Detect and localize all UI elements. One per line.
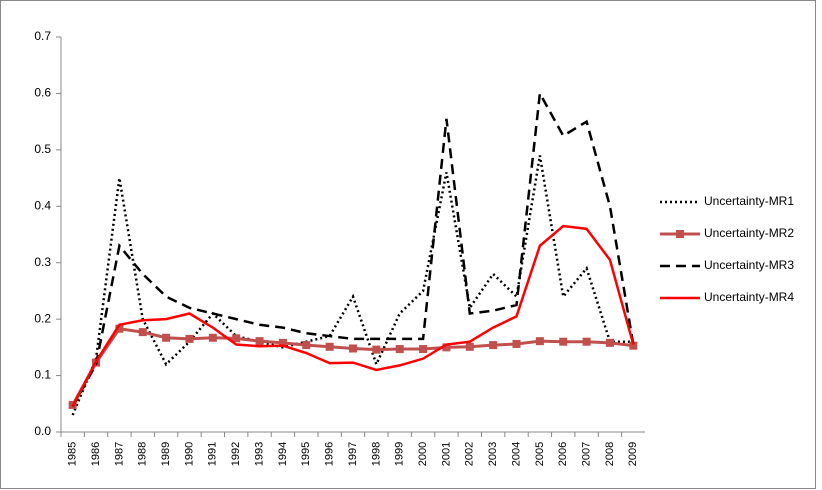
x-tick-label: 2005 <box>534 442 546 466</box>
marker <box>605 338 614 347</box>
marker <box>302 341 311 350</box>
x-tick-label: 2004 <box>510 442 522 466</box>
marker <box>278 338 287 347</box>
marker <box>535 337 544 346</box>
y-tick-label: 0.7 <box>34 29 51 43</box>
x-tick-label: 2006 <box>557 442 569 466</box>
x-tick-label: 1998 <box>370 442 382 466</box>
x-tick-label: 1994 <box>277 442 289 466</box>
legend-label: Uncertainty-MR4 <box>704 290 794 304</box>
x-tick-label: 2008 <box>604 442 616 466</box>
legend-label: Uncertainty-MR1 <box>704 194 794 208</box>
x-tick-label: 1993 <box>253 442 265 466</box>
y-tick-label: 0.1 <box>34 368 51 382</box>
x-tick-label: 1995 <box>300 442 312 466</box>
legend-label: Uncertainty-MR3 <box>704 258 794 272</box>
series-line <box>71 155 634 416</box>
marker <box>629 341 638 350</box>
marker <box>162 333 171 342</box>
y-tick-label: 0.4 <box>34 198 51 212</box>
x-tick-label: 2009 <box>627 442 639 466</box>
y-tick-label: 0.2 <box>34 311 51 325</box>
marker <box>489 341 498 350</box>
x-tick-label: 1985 <box>67 442 79 466</box>
marker <box>325 342 334 351</box>
marker <box>512 339 521 348</box>
marker <box>442 343 451 352</box>
x-tick-label: 2007 <box>581 442 593 466</box>
marker <box>115 324 124 333</box>
marker <box>138 328 147 337</box>
x-tick-label: 2003 <box>487 442 499 466</box>
y-tick-label: 0.0 <box>34 424 51 438</box>
series-line <box>71 224 635 408</box>
marker <box>349 344 357 353</box>
legend-marker <box>676 230 684 238</box>
x-tick-label: 1989 <box>160 442 172 466</box>
marker <box>255 337 264 346</box>
x-tick-label: 1988 <box>137 442 149 466</box>
y-tick-label: 0.3 <box>34 255 51 269</box>
y-tick-label: 0.5 <box>34 142 51 156</box>
marker <box>559 337 568 346</box>
x-tick-label: 1991 <box>207 442 219 466</box>
x-tick-label: 1987 <box>113 442 125 466</box>
x-tick-label: 1986 <box>90 442 102 466</box>
marker <box>465 342 474 351</box>
x-tick-label: 2000 <box>417 442 429 466</box>
marker <box>372 345 381 354</box>
marker <box>185 334 194 343</box>
legend-label: Uncertainty-MR2 <box>704 226 794 240</box>
y-tick-label: 0.6 <box>34 86 51 100</box>
x-tick-label: 1999 <box>394 442 406 466</box>
x-tick-label: 1996 <box>324 442 336 466</box>
marker <box>582 337 591 346</box>
marker <box>395 345 404 354</box>
x-tick-label: 1992 <box>230 442 242 466</box>
x-tick-label: 1997 <box>347 442 359 466</box>
x-tick-label: 2002 <box>464 442 476 466</box>
marker <box>419 345 428 354</box>
x-tick-label: 1990 <box>183 442 195 466</box>
marker <box>232 334 241 343</box>
x-tick-label: 2001 <box>440 442 452 466</box>
marker <box>208 333 217 342</box>
